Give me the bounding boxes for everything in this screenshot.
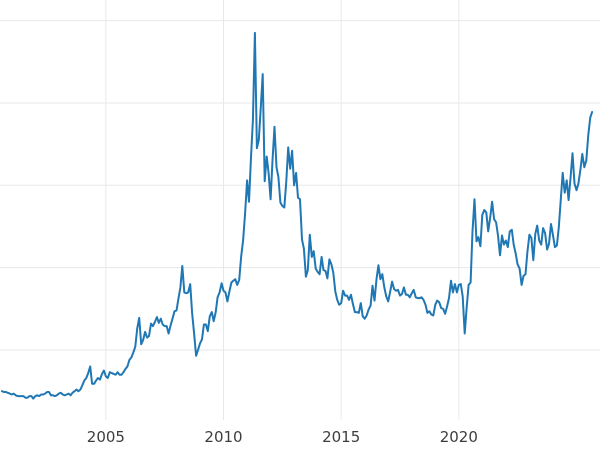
line-series-price xyxy=(1,31,594,400)
x-tick-label: 2005 xyxy=(87,428,125,446)
x-tick-label: 2015 xyxy=(322,428,360,446)
x-tick-label: 2010 xyxy=(204,428,242,446)
x-tick-label: 2020 xyxy=(440,428,478,446)
